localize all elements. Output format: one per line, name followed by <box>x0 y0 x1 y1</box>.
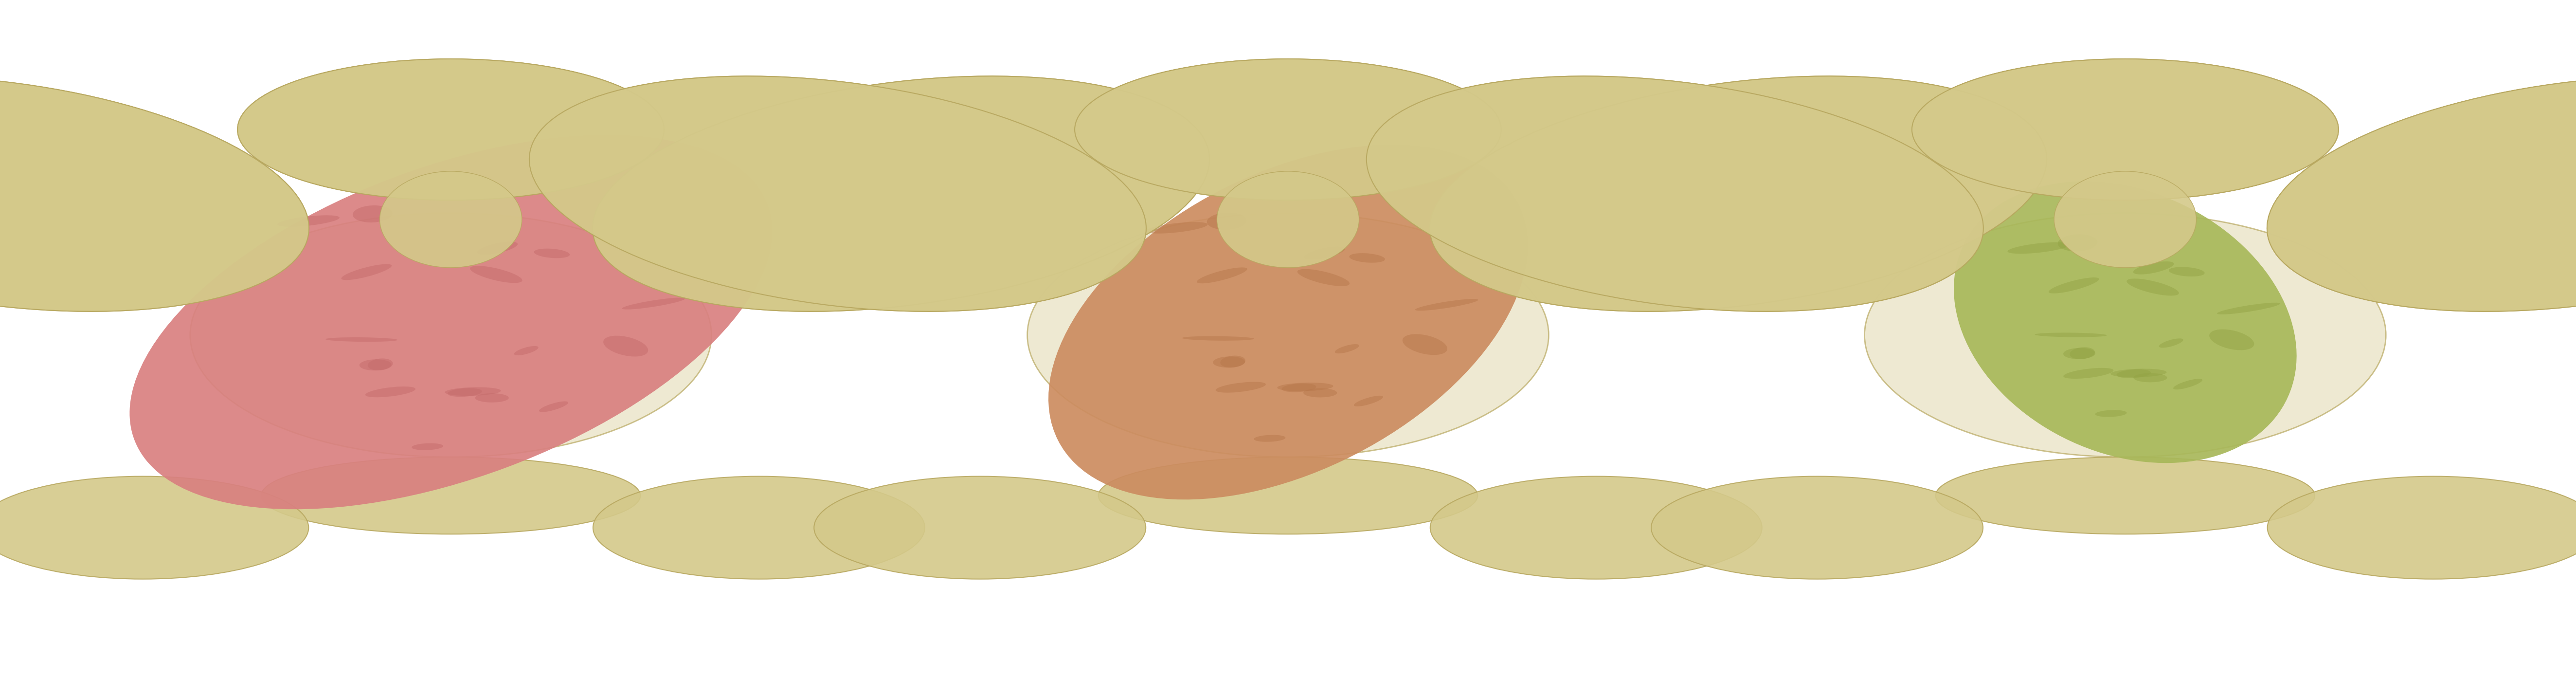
Ellipse shape <box>2210 329 2254 350</box>
Ellipse shape <box>477 242 518 255</box>
Ellipse shape <box>278 215 340 227</box>
Ellipse shape <box>1146 222 1208 234</box>
Ellipse shape <box>1430 76 2048 311</box>
Ellipse shape <box>469 266 523 283</box>
Ellipse shape <box>0 76 309 311</box>
Ellipse shape <box>538 401 569 412</box>
Ellipse shape <box>379 171 523 267</box>
Ellipse shape <box>592 76 1211 311</box>
Ellipse shape <box>2267 476 2576 579</box>
Ellipse shape <box>129 135 773 510</box>
Ellipse shape <box>1221 355 1244 368</box>
Ellipse shape <box>474 393 510 403</box>
Ellipse shape <box>0 76 309 311</box>
Ellipse shape <box>2133 261 2174 274</box>
Ellipse shape <box>1278 383 1334 391</box>
Ellipse shape <box>412 443 443 450</box>
Ellipse shape <box>1208 213 1247 230</box>
Ellipse shape <box>1097 457 1479 534</box>
Ellipse shape <box>1213 357 1244 368</box>
Ellipse shape <box>1935 457 2316 534</box>
Ellipse shape <box>2159 339 2184 348</box>
Ellipse shape <box>191 213 711 457</box>
Ellipse shape <box>533 248 569 258</box>
Ellipse shape <box>2128 279 2179 296</box>
Ellipse shape <box>1216 171 1360 267</box>
Ellipse shape <box>2133 373 2166 383</box>
Ellipse shape <box>368 359 394 371</box>
Ellipse shape <box>515 346 538 355</box>
Ellipse shape <box>2267 76 2576 311</box>
Ellipse shape <box>1334 344 1360 353</box>
Ellipse shape <box>1298 269 1350 286</box>
Ellipse shape <box>2169 267 2205 276</box>
Ellipse shape <box>1430 476 1762 579</box>
Ellipse shape <box>2174 379 2202 389</box>
Ellipse shape <box>1414 299 1479 311</box>
Ellipse shape <box>1216 382 1265 393</box>
Ellipse shape <box>448 388 482 397</box>
Ellipse shape <box>325 337 397 342</box>
Ellipse shape <box>2048 277 2099 293</box>
Ellipse shape <box>1074 59 1502 200</box>
Ellipse shape <box>2094 410 2128 417</box>
Ellipse shape <box>1303 246 1345 260</box>
Ellipse shape <box>814 476 1146 579</box>
Ellipse shape <box>340 264 392 280</box>
Ellipse shape <box>2110 369 2166 378</box>
Ellipse shape <box>592 476 925 579</box>
Ellipse shape <box>603 336 649 357</box>
Ellipse shape <box>361 359 392 371</box>
Ellipse shape <box>2063 368 2112 379</box>
Ellipse shape <box>1911 59 2339 200</box>
Ellipse shape <box>1283 383 1316 392</box>
Ellipse shape <box>528 76 1146 311</box>
Ellipse shape <box>2117 369 2151 378</box>
Ellipse shape <box>1401 334 1448 355</box>
Ellipse shape <box>366 387 415 397</box>
Ellipse shape <box>1303 388 1337 397</box>
Ellipse shape <box>446 387 500 396</box>
Ellipse shape <box>1365 76 1984 311</box>
Ellipse shape <box>237 59 665 200</box>
Ellipse shape <box>1255 435 1285 442</box>
Ellipse shape <box>353 205 392 223</box>
Ellipse shape <box>621 297 685 309</box>
Ellipse shape <box>237 59 665 200</box>
Ellipse shape <box>260 457 641 534</box>
Ellipse shape <box>1048 145 1528 500</box>
Ellipse shape <box>2267 76 2576 311</box>
Ellipse shape <box>2058 235 2097 251</box>
Ellipse shape <box>0 476 309 579</box>
Ellipse shape <box>1911 59 2339 200</box>
Ellipse shape <box>1651 476 1984 579</box>
Ellipse shape <box>1350 253 1386 262</box>
Ellipse shape <box>1430 76 2048 311</box>
Ellipse shape <box>2035 333 2107 337</box>
Ellipse shape <box>528 76 1146 311</box>
Ellipse shape <box>1865 213 2385 457</box>
Ellipse shape <box>1182 336 1255 341</box>
Ellipse shape <box>1365 76 1984 311</box>
Ellipse shape <box>1028 213 1548 457</box>
Ellipse shape <box>2069 347 2094 359</box>
Ellipse shape <box>1198 267 1247 283</box>
Ellipse shape <box>2053 171 2197 267</box>
Ellipse shape <box>1074 59 1502 200</box>
Ellipse shape <box>1355 396 1383 406</box>
Ellipse shape <box>2007 242 2069 254</box>
Ellipse shape <box>592 76 1211 311</box>
Ellipse shape <box>1953 181 2298 463</box>
Ellipse shape <box>2063 348 2094 359</box>
Ellipse shape <box>2218 303 2280 314</box>
